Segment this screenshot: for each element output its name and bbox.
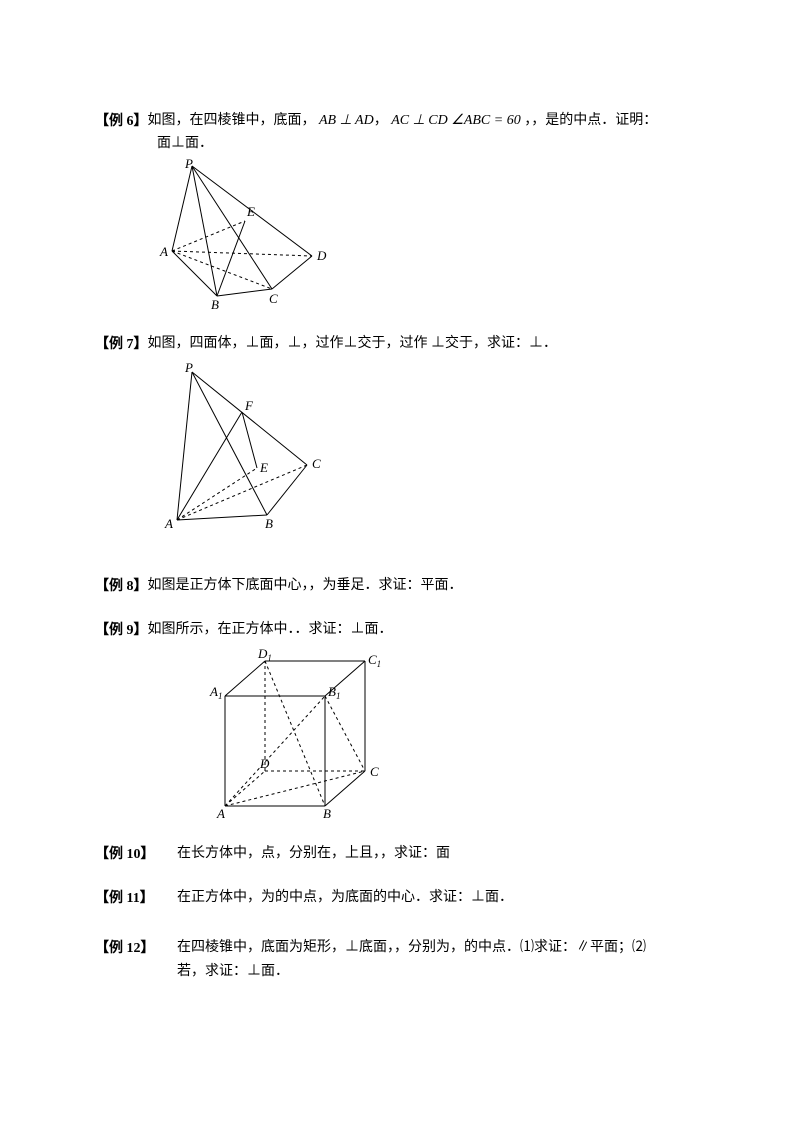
lbl-B: B	[211, 297, 219, 311]
figure-6: P A B C D E	[157, 156, 705, 311]
problem-12-row: 【例 12】 在四棱锥中，底面为矩形，⊥底面，，分别为，的中点．⑴求证：∥平面；…	[95, 937, 705, 959]
problem-12-label: 【例 12】	[95, 937, 177, 957]
problem-8-row: 【例 8】 如图是正方体下底面中心，，为垂足．求证：平面．	[95, 575, 705, 597]
problem-8-content: 如图是正方体下底面中心，，为垂足．求证：平面．	[148, 575, 706, 597]
problem-6-content: 如图，在四棱锥中，底面， AB ⊥ AD， AC ⊥ CD ∠ABC = 60 …	[148, 110, 706, 132]
problem-12-content: 在四棱锥中，底面为矩形，⊥底面，，分别为，的中点．⑴求证：∥平面；⑵	[177, 937, 705, 959]
problem-10-content: 在长方体中，点，分别在，上且，，求证：面	[177, 843, 705, 865]
problem-7: 【例 7】 如图，四面体，⊥面，⊥，过作⊥交于，过作 ⊥交于，求证：⊥． P A…	[95, 333, 705, 534]
figure-9: A B C D A1 B1 C1 D1	[205, 646, 705, 821]
problem-7-content: 如图，四面体，⊥面，⊥，过作⊥交于，过作 ⊥交于，求证：⊥．	[148, 333, 706, 355]
problem-12: 【例 12】 在四棱锥中，底面为矩形，⊥底面，，分别为，的中点．⑴求证：∥平面；…	[95, 937, 705, 979]
problem-10-label: 【例 10】	[95, 843, 177, 863]
lbl9-A1: A1	[209, 684, 222, 701]
lbl9-B: B	[323, 806, 331, 821]
lbl9-D: D	[259, 756, 270, 771]
lbl9-A: A	[216, 806, 225, 821]
problem-12-line2: 若，求证：⊥面．	[95, 960, 705, 980]
lbl9-B1: B1	[328, 684, 340, 701]
problem-9: 【例 9】 如图所示，在正方体中．．求证：⊥面．	[95, 619, 705, 820]
spacer	[95, 557, 705, 575]
figure-7: P A B C E F	[157, 360, 705, 535]
lbl-A: A	[159, 244, 168, 259]
problem-11: 【例 11】 在正方体中，为的中点，为底面的中心．求证：⊥面．	[95, 887, 705, 909]
problem-11-label: 【例 11】	[95, 887, 177, 907]
lbl9-C: C	[370, 764, 379, 779]
lbl-P: P	[184, 156, 193, 171]
problem-10-row: 【例 10】 在长方体中，点，分别在，上且，，求证：面	[95, 843, 705, 865]
lbl-E: E	[246, 204, 255, 219]
lbl7-B: B	[265, 516, 273, 531]
problem-8: 【例 8】 如图是正方体下底面中心，，为垂足．求证：平面．	[95, 575, 705, 597]
p6-m2: AC ⊥ CD	[391, 113, 448, 128]
problem-7-label: 【例 7】	[95, 333, 148, 353]
problem-9-label: 【例 9】	[95, 619, 148, 639]
problem-7-row: 【例 7】 如图，四面体，⊥面，⊥，过作⊥交于，过作 ⊥交于，求证：⊥．	[95, 333, 705, 355]
problem-6: 【例 6】 如图，在四棱锥中，底面， AB ⊥ AD， AC ⊥ CD ∠ABC…	[95, 110, 705, 311]
lbl9-C1: C1	[368, 652, 381, 669]
figure-9-svg: A B C D A1 B1 C1 D1	[205, 646, 400, 821]
p6-m1: AB ⊥ AD	[319, 113, 374, 128]
lbl7-P: P	[184, 360, 193, 375]
lbl7-C: C	[312, 456, 321, 471]
problem-11-content: 在正方体中，为的中点，为底面的中心．求证：⊥面．	[177, 887, 705, 909]
lbl9-D1: D1	[257, 646, 272, 663]
problem-10: 【例 10】 在长方体中，点，分别在，上且，，求证：面	[95, 843, 705, 865]
p6-s1: ，	[374, 113, 388, 128]
problem-11-row: 【例 11】 在正方体中，为的中点，为底面的中心．求证：⊥面．	[95, 887, 705, 909]
problem-9-row: 【例 9】 如图所示，在正方体中．．求证：⊥面．	[95, 619, 705, 641]
lbl7-F: F	[244, 398, 254, 413]
figure-7-svg: P A B C E F	[157, 360, 332, 535]
problem-6-label: 【例 6】	[95, 110, 148, 130]
problem-6-row: 【例 6】 如图，在四棱锥中，底面， AB ⊥ AD， AC ⊥ CD ∠ABC…	[95, 110, 705, 132]
lbl7-E: E	[259, 460, 268, 475]
problem-9-content: 如图所示，在正方体中．．求证：⊥面．	[148, 619, 706, 641]
p6-tail: ，，是的中点．证明：	[524, 113, 657, 128]
p6-m3: ∠ABC = 60	[451, 113, 520, 128]
p6-t1: 如图，在四棱锥中，底面，	[148, 113, 316, 128]
problem-6-line2: 面⊥面．	[95, 132, 705, 152]
problem-8-label: 【例 8】	[95, 575, 148, 595]
lbl-C: C	[269, 291, 278, 306]
lbl-D: D	[316, 248, 327, 263]
figure-6-svg: P A B C D E	[157, 156, 337, 311]
lbl7-A: A	[164, 516, 173, 531]
